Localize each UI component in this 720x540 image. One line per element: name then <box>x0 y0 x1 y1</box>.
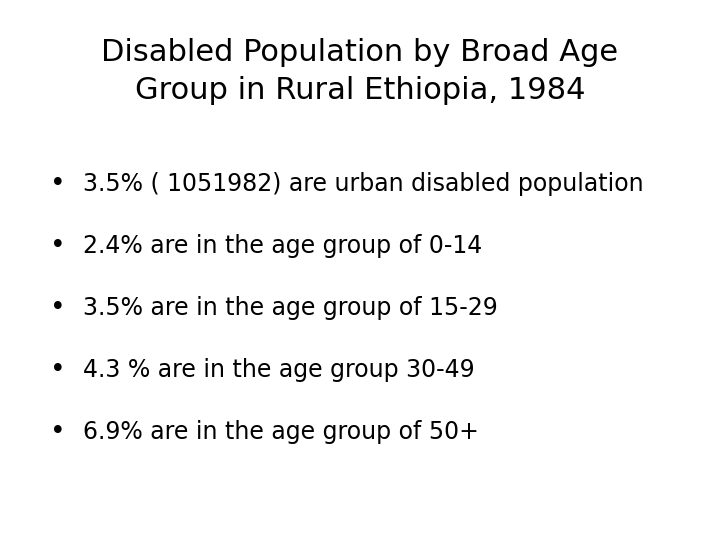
Text: 2.4% are in the age group of 0-14: 2.4% are in the age group of 0-14 <box>83 234 482 258</box>
Text: 3.5% are in the age group of 15-29: 3.5% are in the age group of 15-29 <box>83 296 498 320</box>
Text: •: • <box>50 171 66 197</box>
Text: 4.3 % are in the age group 30-49: 4.3 % are in the age group 30-49 <box>83 358 474 382</box>
Text: 3.5% ( 1051982) are urban disabled population: 3.5% ( 1051982) are urban disabled popul… <box>83 172 644 195</box>
Text: 6.9% are in the age group of 50+: 6.9% are in the age group of 50+ <box>83 420 479 444</box>
Text: •: • <box>50 419 66 445</box>
Text: •: • <box>50 233 66 259</box>
Text: •: • <box>50 295 66 321</box>
Text: •: • <box>50 357 66 383</box>
Text: Disabled Population by Broad Age
Group in Rural Ethiopia, 1984: Disabled Population by Broad Age Group i… <box>102 38 618 105</box>
